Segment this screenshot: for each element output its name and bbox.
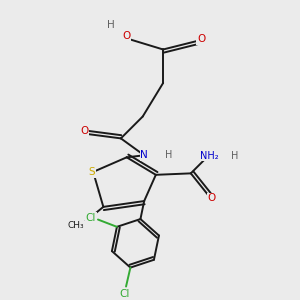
- Text: H: H: [165, 150, 172, 160]
- Text: S: S: [88, 167, 95, 177]
- Text: H: H: [107, 20, 115, 30]
- Text: NH₂: NH₂: [200, 151, 219, 161]
- Text: CH₃: CH₃: [68, 221, 84, 230]
- Text: O: O: [208, 193, 216, 203]
- Text: N: N: [140, 150, 148, 160]
- Text: O: O: [80, 126, 88, 136]
- Text: H: H: [231, 151, 238, 161]
- Text: Cl: Cl: [119, 289, 130, 299]
- Text: O: O: [197, 34, 205, 44]
- Text: O: O: [123, 32, 131, 41]
- Text: Cl: Cl: [85, 213, 96, 223]
